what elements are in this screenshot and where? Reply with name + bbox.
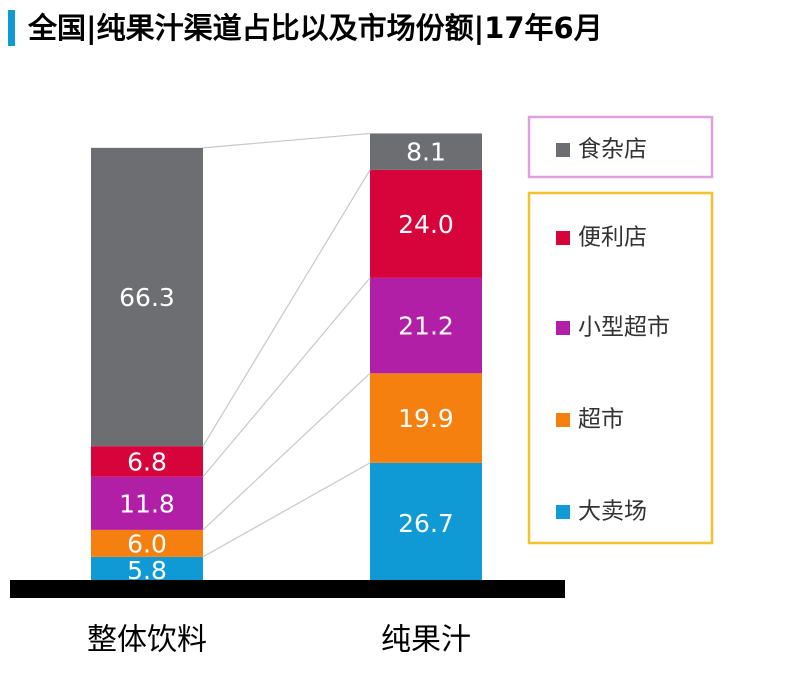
bar-segment [91, 446, 203, 477]
chart-title: 全国|纯果汁渠道占比以及市场份额|17年6月 [27, 11, 603, 45]
data-label: 24.0 [398, 210, 454, 239]
legend-label: 食杂店 [578, 137, 647, 163]
legend-swatch [556, 143, 570, 157]
legend-box [527, 191, 714, 545]
baseline [10, 580, 565, 598]
legend-swatch [556, 505, 570, 519]
data-label: 11.8 [119, 489, 175, 518]
connector-line [202, 372, 371, 531]
legend-swatch [556, 413, 570, 427]
bar-segment [91, 476, 203, 530]
x-tick-label: 整体饮料 [87, 623, 207, 658]
legend-label: 小型超市 [578, 315, 670, 341]
connector-line [202, 462, 371, 558]
bar-segment [370, 373, 482, 463]
legend-label: 大卖场 [578, 499, 647, 525]
data-label: 19.9 [398, 404, 454, 433]
data-label: 6.8 [127, 448, 167, 477]
data-label: 6.0 [127, 529, 167, 558]
legend-swatch [556, 321, 570, 335]
legend-swatch [556, 231, 570, 245]
bar-segment [370, 169, 482, 278]
bar-segment [91, 529, 203, 557]
x-tick-label: 纯果汁 [381, 623, 471, 658]
data-label: 21.2 [398, 312, 454, 341]
data-label: 26.7 [398, 509, 454, 538]
connector-line [202, 132, 371, 149]
bar-segment [370, 277, 482, 374]
connector-line [202, 169, 371, 447]
legend-label: 便利店 [578, 225, 647, 251]
bar-segment [91, 556, 203, 583]
connector-line [202, 277, 371, 478]
legend-label: 超市 [578, 407, 624, 433]
data-label: 66.3 [119, 283, 175, 312]
legend-box [527, 115, 714, 179]
title-accent [8, 10, 15, 46]
data-label: 8.1 [406, 138, 446, 167]
bar-segment [91, 147, 203, 447]
bar-segment [370, 133, 482, 170]
bar-segment [370, 462, 482, 583]
